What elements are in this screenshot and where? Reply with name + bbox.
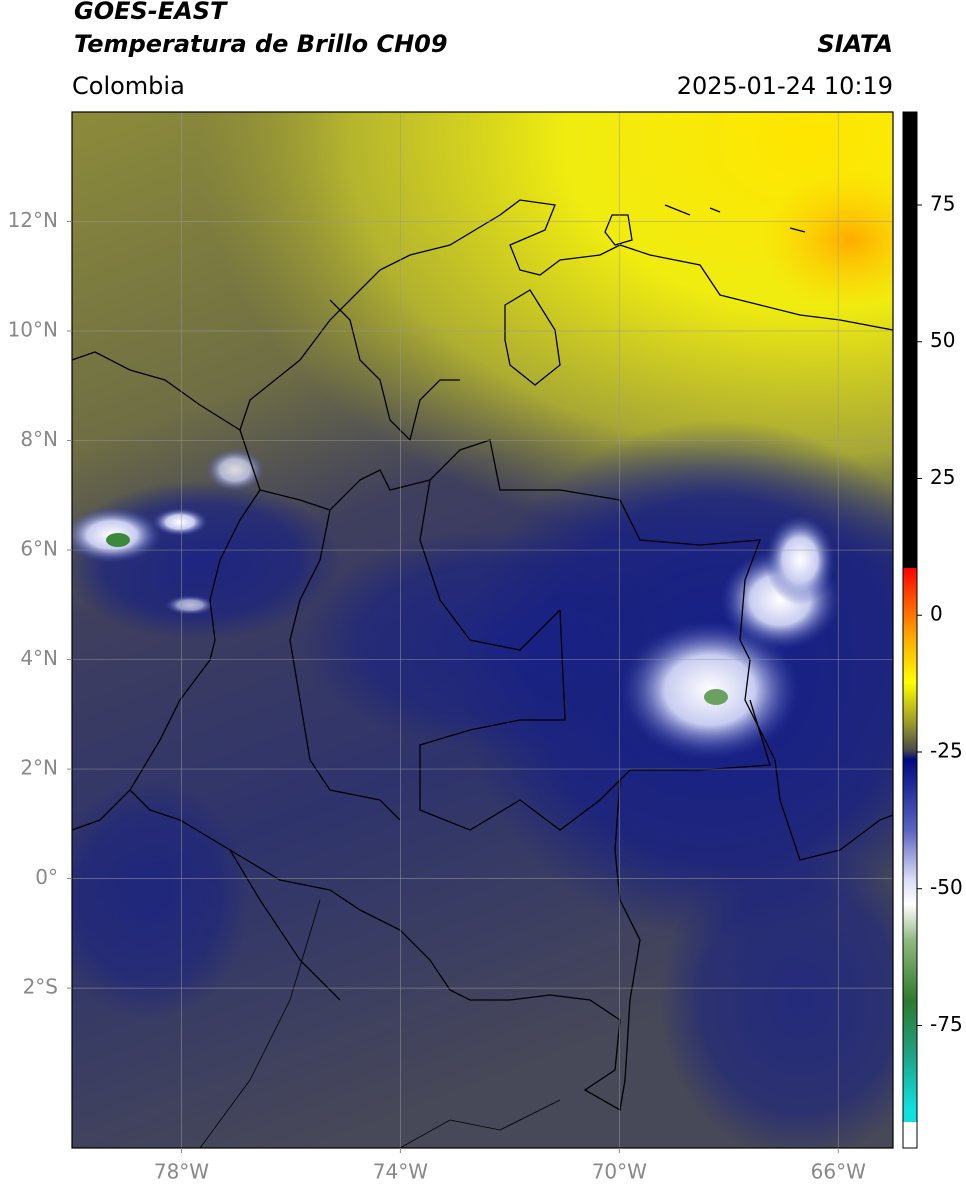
y-tick-label: 0° (35, 865, 58, 889)
colorbar-tick-label: 50 (930, 328, 955, 352)
source: SIATA (817, 30, 893, 58)
y-tick-label: 6°N (20, 537, 58, 561)
y-tick-label: 2°N (20, 756, 58, 780)
datetime: 2025-01-24 10:19 (677, 72, 893, 100)
colorbar-tick-label: -75 (930, 1012, 963, 1036)
x-tick-label: 74°W (373, 1160, 428, 1184)
graticule (72, 112, 893, 1148)
map-frame (71, 111, 894, 1149)
colorbar (902, 111, 918, 1149)
y-tick-label: 2°S (23, 975, 58, 999)
y-tick-label: 4°N (20, 646, 58, 670)
x-tick-label: 78°W (154, 1160, 209, 1184)
colorbar-tick-label: -25 (930, 738, 963, 762)
region: Colombia (72, 72, 185, 100)
x-tick-label: 70°W (592, 1160, 647, 1184)
colorbar-tick-label: 75 (930, 191, 955, 215)
product-title: Temperatura de Brillo CH09 (74, 30, 448, 58)
colorbar-tick-label: -50 (930, 875, 963, 899)
satellite-image (72, 112, 893, 1148)
satellite-title: GOES-EAST (74, 0, 228, 25)
y-tick-label: 10°N (8, 318, 58, 342)
colorbar-ticks: 75 50 25 0 -25 -50 -75 (917, 191, 963, 1036)
y-tick-label: 12°N (8, 208, 58, 232)
colorbar-tick-label: 25 (930, 465, 955, 489)
x-tick-label: 66°W (811, 1160, 866, 1184)
y-tick-label: 8°N (20, 427, 58, 451)
colorbar-tick-label: 0 (930, 602, 943, 626)
